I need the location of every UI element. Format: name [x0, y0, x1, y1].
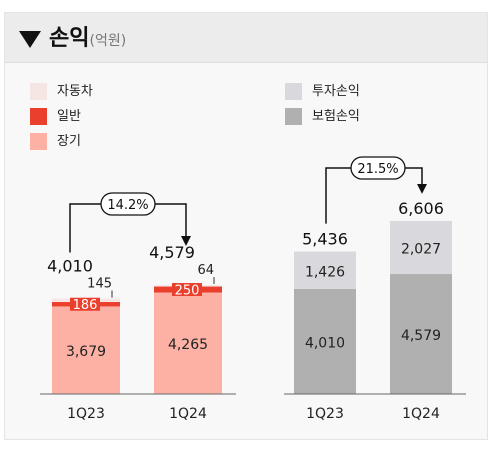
legend-swatch-insurance: [285, 108, 302, 125]
growth-label-left: 14.2%: [107, 198, 148, 213]
bar-label-auto-0: 145: [87, 277, 112, 292]
bar-longterm-1: [154, 292, 222, 394]
legend-label-insurance: 보험손익: [312, 109, 360, 124]
legend-swatch-auto: [30, 83, 47, 100]
unit-label: (억원): [89, 33, 127, 49]
category-label-right-0: 1Q23: [306, 406, 344, 422]
total-label-right-0: 5,436: [302, 230, 348, 249]
legend-label-longterm: 장기: [57, 134, 81, 149]
bar-investment-1: [390, 220, 452, 275]
category-label-0: 1Q23: [67, 406, 105, 422]
bar-label-box-general-0: [70, 297, 100, 311]
bar-label-insurance-0: 4,010: [305, 335, 345, 351]
triangle-down-icon: [19, 31, 41, 48]
legend-label-investment: 투자손익: [312, 84, 360, 99]
section-header: 손익(억원): [5, 13, 487, 63]
bar-insurance-1: [390, 274, 452, 394]
growth-label-right: 21.5%: [357, 162, 398, 177]
bar-label-general-0: 186: [73, 298, 98, 313]
legend-swatch-general: [30, 108, 47, 125]
bar-label-box-general-1: [172, 283, 202, 297]
total-label-0: 4,010: [47, 257, 93, 276]
total-label-right-1: 6,606: [398, 199, 444, 218]
chart-right: 4,010 1,426 5,436 1Q23 4,579 2,027 6,606 1Q24 21…: [284, 156, 466, 422]
bar-longterm-0: [52, 306, 120, 394]
section-title: 손익(억원): [49, 26, 126, 54]
total-label-1: 4,579: [149, 243, 195, 262]
legend-label-general: 일반: [57, 109, 81, 124]
category-label-1: 1Q24: [169, 406, 207, 422]
growth-badge-right: [350, 156, 406, 180]
bar-investment-0: [294, 251, 356, 289]
bar-insurance-0: [294, 288, 356, 394]
section-title-text: 손익: [49, 26, 90, 51]
legend-swatch-investment: [285, 83, 302, 100]
legend-swatch-longterm: [30, 133, 47, 150]
bar-label-auto-1: 64: [197, 263, 214, 278]
bar-label-longterm-0: 3,679: [66, 344, 106, 360]
bar-label-longterm-1: 4,265: [168, 337, 208, 353]
category-label-right-1: 1Q24: [402, 406, 440, 422]
growth-badge-left: [100, 192, 156, 216]
bar-label-general-1: 250: [175, 284, 200, 299]
bar-label-investment-1: 2,027: [401, 241, 441, 257]
bar-label-insurance-1: 4,579: [401, 328, 441, 344]
legend-label-auto: 자동차: [57, 84, 93, 99]
bar-label-investment-0: 1,426: [305, 264, 345, 280]
